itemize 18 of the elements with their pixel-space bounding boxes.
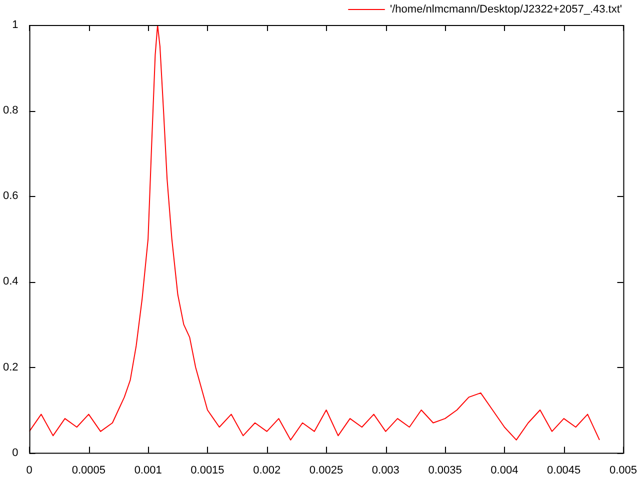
x-tick-label: 0.005 [609,464,637,476]
x-tick-label: 0.0045 [547,464,581,476]
x-tick-label: 0.001 [134,464,162,476]
y-tick-label: 0.2 [2,361,18,374]
y-tick-label: 0.8 [2,104,18,117]
x-tick-label: 0.0005 [72,464,106,476]
y-tick-label: 0.6 [2,190,18,202]
x-tick-label: 0.004 [490,464,518,476]
y-tick-label: 1 [12,19,18,32]
x-tick-label: 0.0015 [190,464,224,476]
y-tick-label: 0.4 [2,276,18,288]
y-tick-label: 0 [12,446,18,459]
x-tick-label: 0.002 [253,464,281,476]
x-tick-label: 0.0035 [428,464,462,476]
legend-label: '/home/nlmcmann/Desktop/J2322+2057_.43.txt' [390,4,622,16]
x-tick-label: 0.003 [372,464,400,476]
x-tick-label: 0.0025 [309,464,344,476]
x-tick-label: 0 [26,464,32,476]
